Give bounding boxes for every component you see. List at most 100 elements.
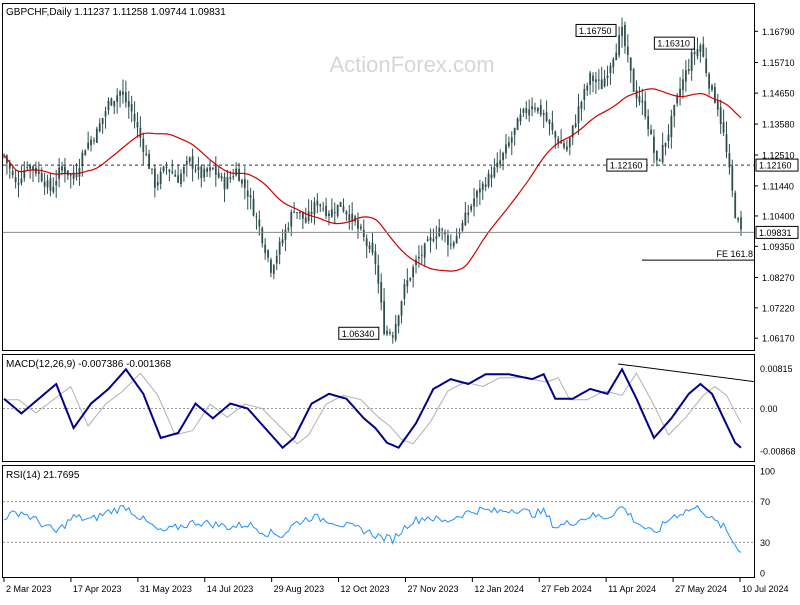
candle-body <box>499 160 502 165</box>
macd-tick-label: 0.00 <box>760 404 778 414</box>
candle-body <box>307 211 310 221</box>
candle-body <box>229 177 232 179</box>
candle-body <box>357 220 359 229</box>
macd-signal-line <box>4 372 742 445</box>
candle-body <box>719 107 722 125</box>
candle-body <box>597 79 600 81</box>
candle-body <box>49 178 52 191</box>
candle-body <box>711 85 713 90</box>
candle-body <box>409 278 412 281</box>
candle-body <box>104 111 107 117</box>
rsi-tick-label: 0 <box>760 569 765 579</box>
candle-body <box>328 213 330 217</box>
candle-body <box>127 101 130 107</box>
candle-body <box>673 104 676 117</box>
candle-body <box>658 159 661 161</box>
candle-body <box>519 114 522 122</box>
date-tick-label: 17 Apr 2023 <box>73 584 122 594</box>
candle-body <box>452 242 455 247</box>
candle-body <box>365 238 368 247</box>
candle-body <box>52 186 55 193</box>
candle-body <box>461 222 464 231</box>
candle-body <box>502 152 504 161</box>
candle-body <box>241 179 243 184</box>
candle-body <box>55 181 58 186</box>
candle-body <box>441 229 444 231</box>
date-tick-label: 27 Feb 2024 <box>541 584 592 594</box>
date-tick-label: 29 Aug 2023 <box>274 584 325 594</box>
candle-body <box>516 118 519 130</box>
candle-body <box>290 211 293 227</box>
candle-body <box>449 244 452 246</box>
candle-body <box>200 166 203 179</box>
candle-body <box>113 101 116 107</box>
candle-body <box>278 241 281 255</box>
candle-body <box>403 284 406 299</box>
candle-body <box>93 140 95 142</box>
candle-body <box>435 236 438 239</box>
candle-body <box>243 178 246 188</box>
candle-body <box>481 183 484 191</box>
candle-body <box>551 122 554 131</box>
candle-body <box>35 167 37 174</box>
candle-body <box>563 143 565 148</box>
candle-body <box>182 167 185 174</box>
candle-body <box>684 70 687 82</box>
candle-body <box>505 144 507 154</box>
candle-body <box>226 176 229 189</box>
candle-body <box>632 69 635 92</box>
candle-body <box>46 180 49 188</box>
candle-body <box>64 166 66 174</box>
candle-body <box>522 108 525 113</box>
candle-body <box>267 250 269 258</box>
candle-body <box>145 153 148 155</box>
candle-body <box>554 131 557 138</box>
candle-body <box>624 24 626 47</box>
candle-body <box>87 142 90 149</box>
price-tick-label: 1.09350 <box>762 242 795 252</box>
candle-body <box>107 100 110 111</box>
candle-body <box>316 200 319 206</box>
candle-body <box>374 251 377 264</box>
candle-body <box>470 205 473 211</box>
candle-body <box>171 171 174 174</box>
candle-body <box>661 144 664 163</box>
candle-body <box>592 75 594 82</box>
candle-body <box>301 211 304 219</box>
candle-body <box>165 167 168 169</box>
candle-body <box>412 267 415 278</box>
candle-body <box>101 117 104 124</box>
candle-body <box>589 72 592 86</box>
macd-trendline <box>617 363 755 383</box>
candle-body <box>61 166 63 171</box>
candle-body <box>426 239 429 241</box>
watermark: ActionForex.com <box>329 52 494 77</box>
candle-body <box>325 205 327 216</box>
candle-body <box>275 255 278 264</box>
candle-body <box>725 134 728 153</box>
date-tick-label: 27 May 2024 <box>675 584 727 594</box>
candle-body <box>600 79 603 90</box>
candle-body <box>110 98 113 106</box>
candle-body <box>142 138 145 152</box>
candle-body <box>542 113 545 116</box>
candle-body <box>386 330 388 335</box>
rsi-tick-label: 70 <box>760 497 770 507</box>
candle-body <box>618 35 621 56</box>
candle-body <box>174 174 177 177</box>
candle-body <box>95 128 98 143</box>
candle-body <box>20 178 23 184</box>
candle-body <box>525 108 528 113</box>
candle-body <box>510 137 513 143</box>
candle-body <box>287 227 290 230</box>
candle-body <box>217 172 220 178</box>
candle-body <box>336 204 339 216</box>
candle-body <box>455 235 458 244</box>
candle-body <box>319 204 322 207</box>
candle-body <box>345 211 348 215</box>
candle-body <box>734 192 737 218</box>
chart-symbol-line: GBPCHF,Daily 1.11237 1.11258 1.09744 1.0… <box>6 7 226 18</box>
candle-body <box>621 26 623 36</box>
candle-body <box>394 323 397 340</box>
price-callout-label: 1.06340 <box>342 329 375 339</box>
